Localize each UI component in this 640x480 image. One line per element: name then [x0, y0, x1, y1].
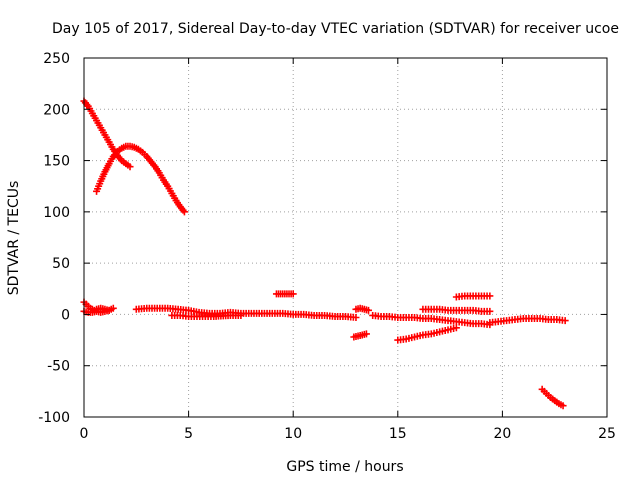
y-tick-label: 250: [43, 51, 70, 67]
series-arc-1-descending: [80, 97, 134, 171]
data-point: [486, 307, 494, 315]
series-arc-10-band: [369, 311, 494, 329]
series-arc-5-band: [132, 304, 360, 322]
series-arc-14-band-end: [486, 315, 569, 327]
y-tick-label: -100: [38, 410, 70, 426]
series-arc-15-final-drop: [538, 385, 567, 410]
data-point: [452, 324, 460, 332]
y-tick-label: 150: [43, 154, 70, 170]
data-point: [352, 314, 360, 322]
y-tick-label: 50: [52, 256, 70, 272]
x-tick-label: 0: [80, 426, 89, 442]
x-tick-label: 5: [184, 426, 193, 442]
data-point: [362, 330, 370, 338]
data-point: [365, 306, 373, 314]
y-axis-title: SDTVAR / TECUs: [6, 181, 22, 296]
data-point: [237, 311, 245, 319]
grid-lines: [84, 58, 607, 417]
x-tick-label: 15: [389, 426, 407, 442]
y-tick-label: 0: [61, 307, 70, 323]
series-arc-6-band-low: [168, 311, 245, 320]
data-point: [105, 306, 113, 314]
data-points: [80, 97, 569, 410]
data-point: [559, 402, 567, 410]
series-arc-7-short: [272, 290, 297, 298]
axis-ticks: 0 5 10 15 20 25 -100 -50 0 50 100 150 200 250: [38, 51, 616, 442]
chart-title: Day 105 of 2017, Sidereal Day-to-day VTE…: [52, 21, 619, 37]
data-point: [126, 163, 134, 171]
y-tick-label: 100: [43, 205, 70, 221]
x-tick-label: 20: [493, 426, 511, 442]
series-arc-9-short-neg: [350, 330, 370, 341]
series-arc-2-rise-fall: [93, 142, 188, 216]
y-tick-label: 200: [43, 102, 70, 118]
series-arc-8-short: [352, 304, 373, 314]
data-point: [109, 304, 117, 312]
series-arc-13-rising: [394, 324, 460, 344]
x-axis-title: GPS time / hours: [286, 459, 403, 475]
data-point: [486, 292, 494, 300]
x-tick-label: 10: [284, 426, 302, 442]
data-point: [289, 290, 297, 298]
data-point: [180, 208, 188, 216]
x-tick-label: 25: [598, 426, 616, 442]
series-arc-11-band-upper: [419, 305, 494, 315]
data-point: [561, 317, 569, 325]
y-tick-label: -50: [47, 359, 70, 375]
plot-area-border: [83, 57, 608, 418]
series-arc-12-short-top: [452, 292, 494, 301]
